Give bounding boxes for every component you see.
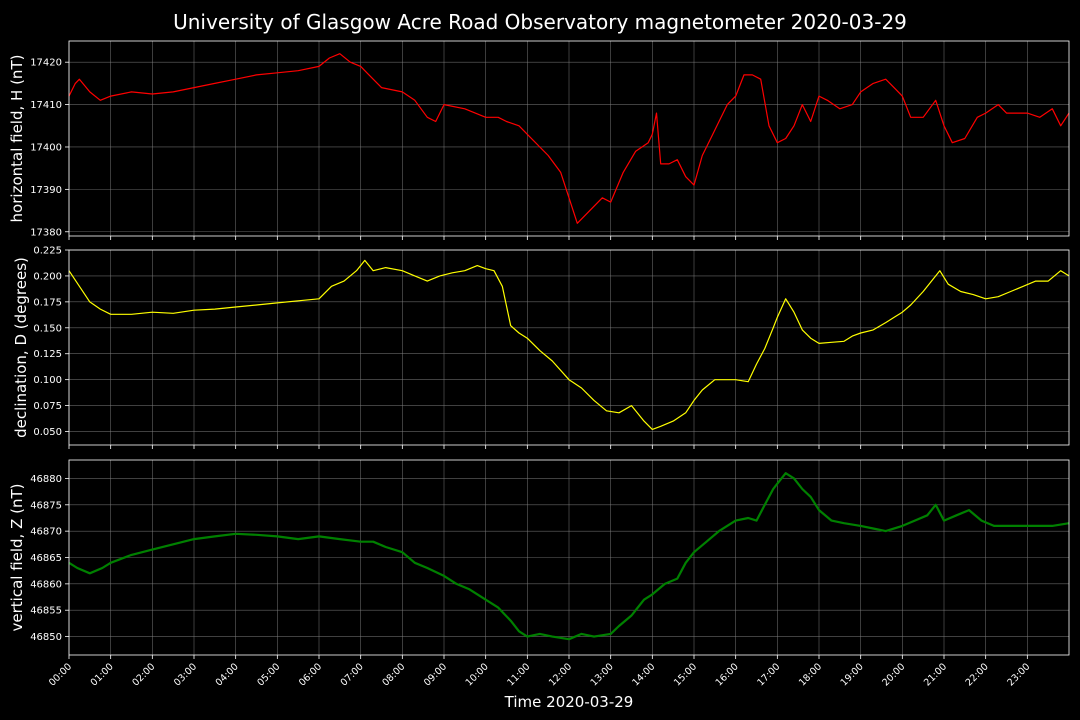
y-tick-label: 0.175 bbox=[33, 297, 62, 308]
y-tick-label: 17390 bbox=[30, 185, 62, 196]
y-tick-label: 46865 bbox=[30, 553, 62, 564]
y-tick-label: 17420 bbox=[30, 58, 62, 69]
axes-frame bbox=[68, 40, 1070, 237]
chart-panel-1: 17380 17390 17400 17410 17420 horizontal fiel… bbox=[8, 40, 1070, 240]
series-line-3-1 bbox=[68, 472, 1070, 641]
y-tick-label: 0.050 bbox=[33, 427, 62, 438]
y-axis-label: horizontal field, H (nT) bbox=[8, 55, 26, 223]
figure-title: University of Glasgow Acre Road Observat… bbox=[173, 10, 907, 34]
y-tick-label: 46880 bbox=[30, 474, 62, 485]
y-tick-label: 0.200 bbox=[33, 271, 62, 282]
y-tick-label: 46875 bbox=[30, 500, 62, 511]
y-tick-label: 0.075 bbox=[33, 401, 62, 412]
axes-frame bbox=[68, 249, 1070, 446]
series-line-1-1 bbox=[68, 53, 1070, 224]
y-tick-label: 0.100 bbox=[33, 375, 62, 386]
x-axis-label: Time 2020-03-29 bbox=[504, 693, 634, 711]
y-tick-label: 17380 bbox=[30, 227, 62, 238]
y-tick-label: 46860 bbox=[30, 579, 62, 590]
y-tick-label: 0.225 bbox=[33, 246, 62, 257]
y-tick-label: 0.125 bbox=[33, 349, 62, 360]
y-tick-label: 17400 bbox=[30, 142, 62, 153]
y-axis-label: declination, D (degrees) bbox=[12, 257, 30, 438]
series-line-2-1 bbox=[68, 259, 1070, 430]
y-tick-label: 46850 bbox=[30, 632, 62, 643]
y-axis-label: vertical field, Z (nT) bbox=[8, 483, 26, 631]
y-tick-label: 46870 bbox=[30, 527, 62, 538]
chart-panel-2: 0.050 0.075 0.100 0.125 0.150 0.175 0.200 0.225… bbox=[12, 246, 1070, 449]
y-tick-label: 46855 bbox=[30, 606, 62, 617]
y-tick-label: 17410 bbox=[30, 100, 62, 111]
y-tick-label: 0.150 bbox=[33, 323, 62, 334]
axes-frame bbox=[68, 459, 1070, 656]
